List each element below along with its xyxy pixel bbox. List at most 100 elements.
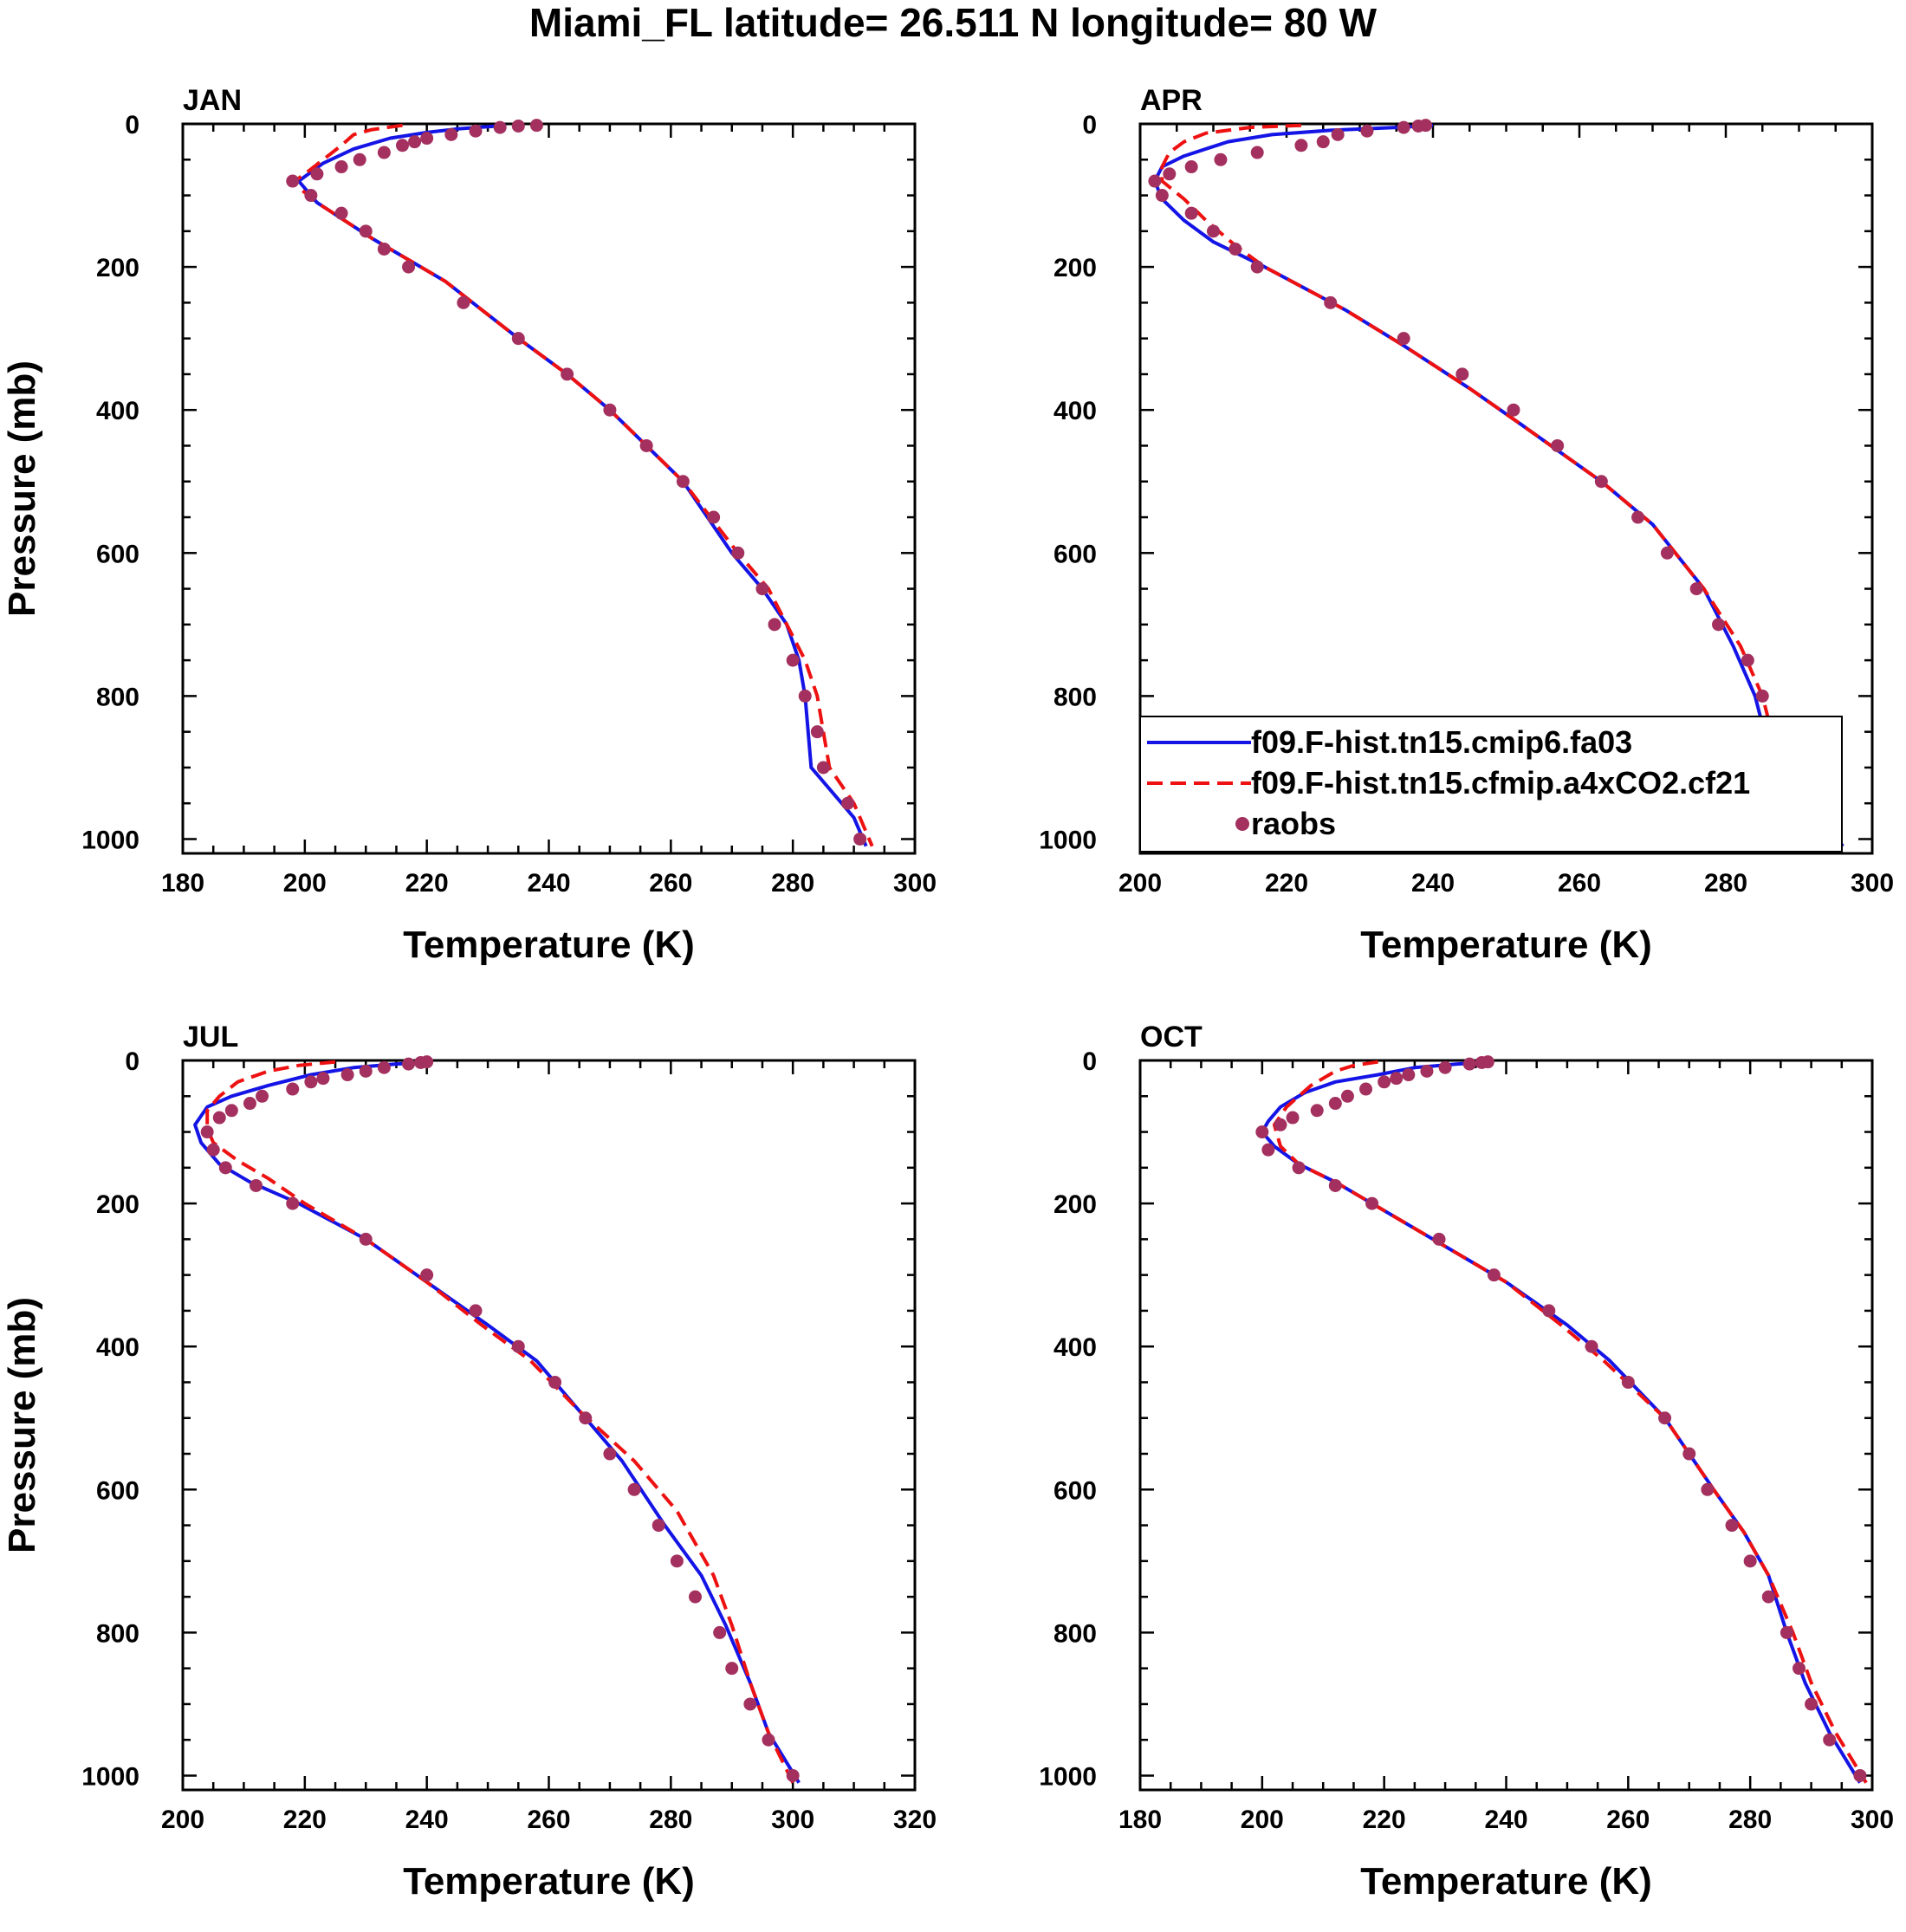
x-tick-label: 260	[649, 869, 692, 898]
raobs-point	[1378, 1075, 1391, 1089]
x-tick-label: 280	[771, 869, 814, 898]
panel-label: JAN	[183, 84, 242, 117]
raobs-point	[206, 1143, 220, 1157]
raobs-point	[304, 189, 318, 203]
legend-label: raobs	[1251, 806, 1336, 841]
raobs-point	[1255, 1125, 1269, 1139]
raobs-point	[340, 1068, 354, 1082]
raobs-point	[1823, 1733, 1837, 1747]
raobs-point	[286, 1196, 300, 1210]
y-tick-label: 400	[1053, 1333, 1097, 1362]
y-tick-label: 400	[96, 1333, 139, 1362]
series-raobs	[200, 1055, 800, 1782]
raobs-point	[1793, 1662, 1806, 1676]
panel-label: APR	[1140, 84, 1203, 117]
raobs-point	[603, 1447, 617, 1461]
raobs-point	[810, 725, 824, 739]
raobs-point	[1328, 1178, 1342, 1192]
raobs-point	[725, 1662, 739, 1676]
y-tick-label: 800	[96, 683, 139, 711]
chart-panel-jul: 200 220 240 260 280 300 320 0 200 400 600 800 1000 JU…	[1, 1021, 937, 1903]
raobs-point	[402, 260, 416, 274]
x-axis-title: Temperature (K)	[403, 1860, 695, 1903]
series-raobs	[286, 119, 867, 846]
x-tick-label: 220	[1265, 869, 1308, 898]
x-tick-label: 320	[893, 1806, 937, 1834]
raobs-point	[334, 160, 348, 174]
raobs-point	[511, 1339, 525, 1353]
raobs-point	[493, 120, 507, 134]
chart-panel-oct: 180 200 220 240 260 280 300 0 200 400 600 800 1000 OC…	[1039, 1021, 1894, 1903]
y-tick-label: 200	[1053, 1190, 1097, 1219]
x-axis-title: Temperature (K)	[1360, 924, 1652, 966]
panels: 180 200 220 240 260 280 300 0 200 400 600 800 1000 JA…	[1, 84, 1894, 1903]
raobs-point	[1324, 295, 1338, 309]
raobs-point	[1207, 224, 1220, 238]
raobs-point	[1475, 1055, 1488, 1069]
raobs-point	[816, 761, 830, 775]
raobs-point	[743, 1697, 757, 1711]
raobs-point	[1328, 1097, 1342, 1111]
raobs-point	[1682, 1447, 1696, 1461]
raobs-point	[762, 1733, 775, 1747]
raobs-point	[1621, 1375, 1635, 1389]
y-axis-title: Pressure (mb)	[1, 360, 43, 617]
raobs-point	[256, 1089, 269, 1103]
raobs-point	[1805, 1697, 1818, 1711]
raobs-point	[1780, 1625, 1793, 1639]
plot-frame	[181, 122, 917, 855]
raobs-point	[1761, 1590, 1775, 1604]
series-line-cmip6	[1152, 123, 1844, 847]
x-tick-label: 300	[771, 1806, 814, 1834]
raobs-point	[731, 546, 745, 560]
raobs-point	[224, 1104, 238, 1118]
raobs-point	[420, 1268, 434, 1282]
y-tick-label: 400	[96, 397, 139, 425]
x-tick-label: 240	[405, 1806, 449, 1834]
raobs-point	[250, 1178, 263, 1192]
raobs-point	[377, 242, 391, 256]
series-line-cmip6	[193, 1060, 801, 1784]
raobs-point	[1725, 1519, 1739, 1533]
raobs-point	[768, 618, 781, 632]
raobs-point	[1365, 1196, 1379, 1210]
raobs-point	[286, 174, 300, 188]
raobs-point	[1229, 242, 1242, 256]
series-line-a4xco2	[290, 123, 874, 847]
plot-frame	[181, 1059, 917, 1792]
raobs-point	[359, 1232, 373, 1246]
x-tick-label: 200	[161, 1806, 204, 1834]
raobs-point	[1390, 1072, 1404, 1086]
y-tick-label: 800	[96, 1619, 139, 1648]
raobs-point	[1359, 1082, 1373, 1096]
raobs-point	[1487, 1268, 1501, 1282]
x-tick-label: 240	[527, 869, 570, 898]
legend-label: f09.F-hist.tn15.cfmip.a4xCO2.cf21	[1251, 765, 1750, 801]
raobs-point	[1420, 1064, 1434, 1078]
y-tick-label: 200	[1053, 254, 1097, 282]
raobs-point	[286, 1082, 300, 1096]
raobs-point	[1155, 189, 1169, 203]
raobs-point	[359, 224, 373, 238]
raobs-point	[310, 167, 324, 181]
raobs-point	[1184, 206, 1198, 220]
raobs-point	[1594, 475, 1608, 489]
x-tick-label: 260	[1558, 869, 1601, 898]
y-tick-label: 200	[96, 254, 139, 282]
raobs-point	[457, 295, 470, 309]
series-line-cmip6	[1260, 1060, 1862, 1784]
x-tick-label: 200	[283, 869, 327, 898]
raobs-point	[200, 1125, 214, 1139]
raobs-point	[1507, 403, 1520, 417]
legend-label: f09.F-hist.tn15.cmip6.fa03	[1251, 724, 1632, 760]
raobs-point	[853, 832, 867, 846]
y-tick-label: 1000	[81, 826, 139, 854]
raobs-point	[1184, 160, 1198, 174]
raobs-point	[1274, 1118, 1287, 1131]
x-axis-title: Temperature (K)	[1360, 1860, 1652, 1903]
raobs-point	[316, 1072, 330, 1086]
raobs-point	[1712, 618, 1726, 632]
y-tick-label: 1000	[81, 1762, 139, 1791]
series-line-a4xco2	[205, 1060, 794, 1784]
